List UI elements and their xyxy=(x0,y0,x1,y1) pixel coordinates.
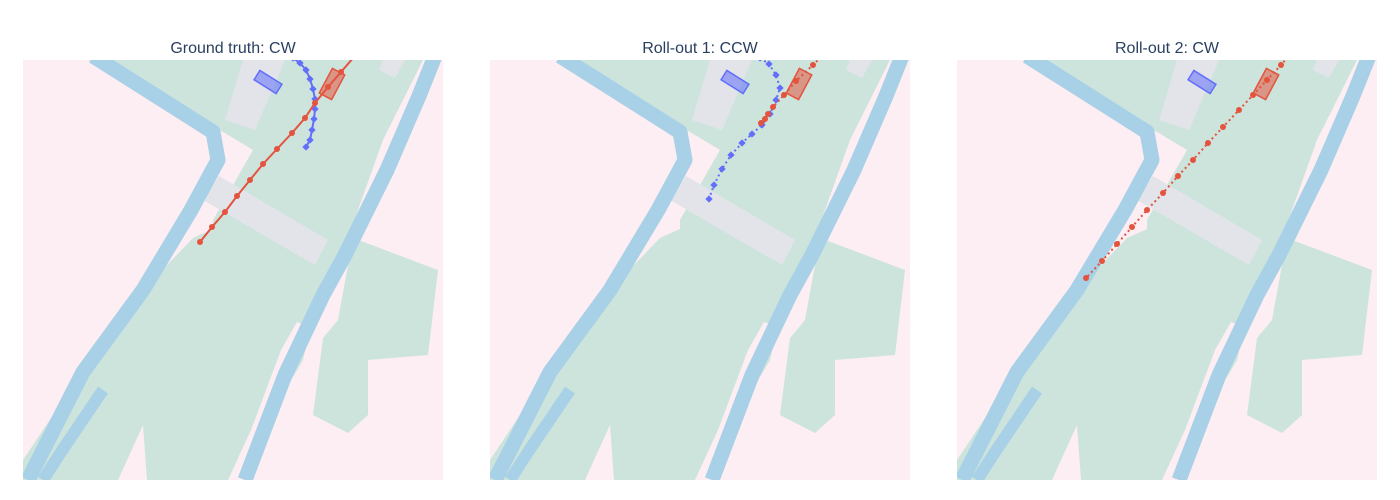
trajectory-point xyxy=(1099,258,1105,264)
trajectory-point xyxy=(302,115,308,121)
map-plot xyxy=(490,60,910,480)
trajectory-point xyxy=(1190,157,1196,163)
map-background xyxy=(957,60,1377,480)
panel-rollout-2: Roll-out 2: CW xyxy=(957,0,1377,480)
map-background xyxy=(23,60,443,480)
curb-line xyxy=(704,60,909,480)
trajectory-point xyxy=(338,69,344,75)
map-plot xyxy=(23,60,443,480)
trajectory-point xyxy=(309,85,317,93)
agent-vehicle-blue xyxy=(720,69,750,95)
panel-title: Roll-out 1: CCW xyxy=(642,40,758,57)
crosswalk xyxy=(846,60,872,78)
curb-line xyxy=(23,60,226,480)
road-region xyxy=(1037,60,1357,318)
parking-lot xyxy=(780,238,905,433)
trajectory-point xyxy=(1264,77,1270,83)
curb-line xyxy=(490,60,693,480)
parking-lot xyxy=(1247,238,1372,433)
trajectory-point xyxy=(765,111,771,117)
curb-line xyxy=(237,60,442,480)
trajectory-point xyxy=(1278,62,1284,68)
trajectory-point xyxy=(222,209,228,215)
panel-title: Roll-out 2: CW xyxy=(1114,40,1220,57)
parking-lot xyxy=(313,238,438,433)
trajectory-point xyxy=(762,116,768,122)
trajectory-point xyxy=(260,161,266,167)
curb-line xyxy=(971,386,1042,480)
trajectory-point xyxy=(1220,124,1226,130)
crosswalk xyxy=(1313,60,1339,78)
trajectory-point xyxy=(781,92,787,98)
trajectory-point xyxy=(758,120,764,126)
trajectory-point xyxy=(1129,224,1135,230)
agent-vehicle-blue xyxy=(1187,69,1217,95)
curb-line xyxy=(504,386,575,480)
trajectory-point xyxy=(793,78,799,84)
trajectory-point xyxy=(810,62,816,68)
trajectory-point xyxy=(209,224,215,230)
trajectory-point xyxy=(247,177,253,183)
trajectory-point xyxy=(306,75,314,83)
trajectory-point xyxy=(197,239,203,245)
trajectory-point xyxy=(289,130,295,136)
panel-ground-truth: Ground truth: CW xyxy=(23,0,443,480)
map-background xyxy=(490,60,910,480)
sidewalk-notch xyxy=(585,425,614,480)
trajectory-point xyxy=(1160,190,1166,196)
trajectory-point xyxy=(310,115,318,123)
agent-vehicle-red xyxy=(1252,67,1280,101)
trajectory-point xyxy=(312,100,318,106)
trajectory-point xyxy=(274,146,280,152)
trajectory-point xyxy=(302,143,310,151)
trajectory-point xyxy=(1205,140,1211,146)
trajectory-point xyxy=(1144,207,1150,213)
trajectory-point xyxy=(1236,107,1242,113)
crosswalk xyxy=(670,176,795,265)
map-plot xyxy=(957,60,1377,480)
road-region xyxy=(103,60,423,318)
trajectory-point xyxy=(770,104,776,110)
road-region xyxy=(490,220,780,480)
panel-title: Ground truth: CW xyxy=(170,40,296,57)
road-region xyxy=(23,220,313,480)
agent-vehicle-blue xyxy=(253,69,283,95)
trajectory-line xyxy=(760,60,820,124)
trajectory-point xyxy=(325,84,331,90)
road-region xyxy=(957,220,1247,480)
crosswalk xyxy=(379,60,405,78)
road-region xyxy=(570,60,890,318)
curb-line xyxy=(37,386,108,480)
curb-line xyxy=(1171,60,1376,480)
trajectory-point xyxy=(1250,92,1256,98)
trajectory-point xyxy=(1175,173,1181,179)
trajectory-point xyxy=(296,60,304,67)
sidewalk-notch xyxy=(118,425,147,480)
crosswalk xyxy=(1137,176,1262,265)
trajectory-point xyxy=(1114,241,1120,247)
trajectory-point xyxy=(1083,275,1089,281)
panel-rollout-1: Roll-out 1: CCW xyxy=(490,0,910,480)
trajectory-point xyxy=(306,136,314,144)
sidewalk-notch xyxy=(1052,425,1081,480)
trajectory-point xyxy=(234,193,240,199)
trajectory-point xyxy=(308,126,316,134)
curb-line xyxy=(957,60,1160,480)
